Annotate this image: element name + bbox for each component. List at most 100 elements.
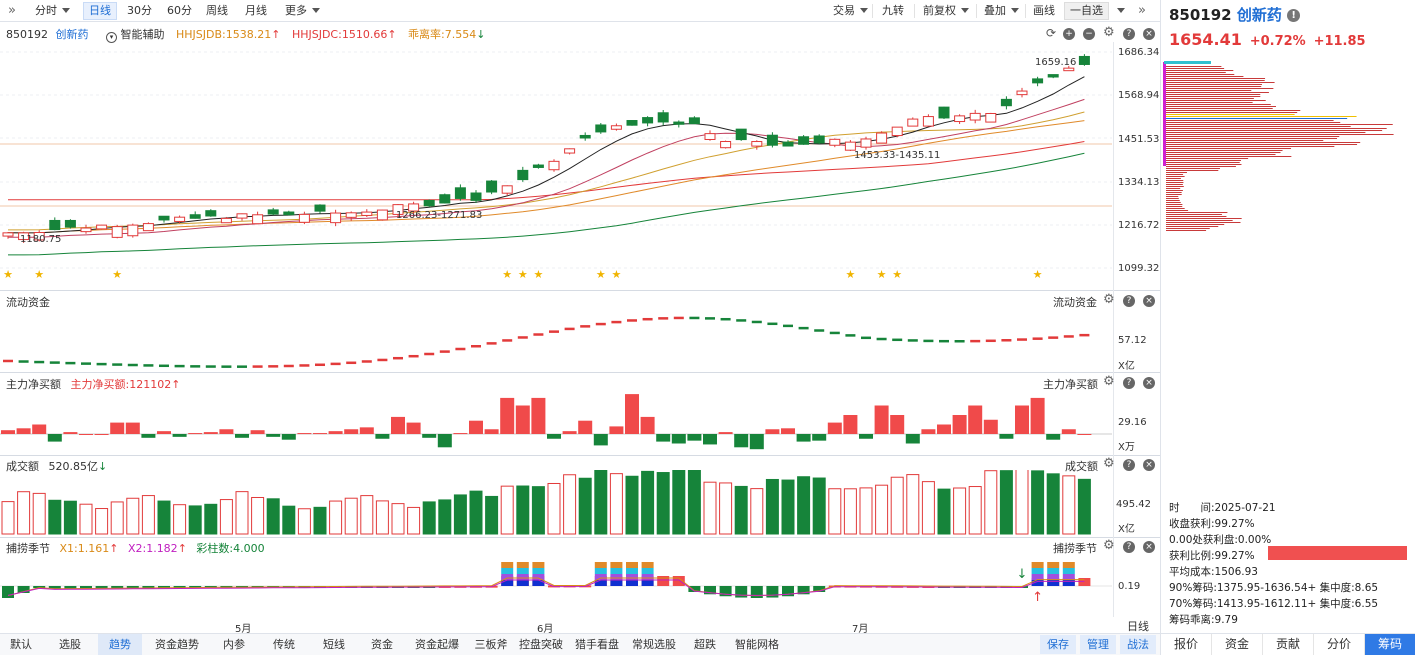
tab-fenshi[interactable]: 分时 [30,2,75,20]
strategy-tab[interactable]: 短线 [323,638,345,651]
strategy-tab[interactable]: 猎手看盘 [575,638,619,651]
watchlist-dropdown[interactable] [1114,2,1128,20]
volume-bar [313,506,327,535]
chip-bar [1166,206,1183,207]
season-chart[interactable]: ↓↑ [0,556,1112,618]
help-icon[interactable]: ? [1123,377,1135,389]
strategy-tab[interactable]: 资金趋势 [155,638,199,651]
close-icon[interactable]: × [1143,28,1155,40]
overlay-menu[interactable]: 叠加 [979,2,1024,20]
assist-toggle[interactable]: ▾ 智能辅助 [106,28,165,43]
side-tab[interactable]: 分价 [1314,634,1365,655]
tab-rixian[interactable]: 日线 [83,2,117,20]
tab-yuexian[interactable]: 月线 [245,4,267,17]
help-icon[interactable]: ? [1123,28,1135,40]
candle-body [642,117,654,124]
chip-bar [1166,116,1357,117]
help-icon[interactable]: ? [1123,295,1135,307]
jiuzhuan-button[interactable]: 九转 [882,4,904,17]
star-icon: ★ [533,268,543,281]
tab-60min[interactable]: 60分 [167,4,192,17]
collapse-icon[interactable]: » [8,3,16,18]
strategy-tab[interactable]: 资金起爆 [415,638,459,651]
expand-icon[interactable]: » [1138,3,1146,18]
profit-ratio-bar [1268,546,1407,560]
net-value-text: 主力净买额:121102 [70,378,172,391]
side-tab[interactable]: 资金 [1212,634,1263,655]
stock-name[interactable]: 创新药 [1236,6,1282,24]
strategy-tab[interactable]: 控盘突破 [519,638,563,651]
ind-hhjsjdb-value: HHJSJDB:1538.21 [176,28,272,41]
trade-menu[interactable]: 交易 [828,2,873,20]
flow-segment [455,347,466,351]
help-icon[interactable]: ? [1123,459,1135,471]
watchlist-button[interactable]: 一自选 [1064,2,1109,20]
season-bar [657,576,670,586]
strategy-tab[interactable]: 智能网格 [735,638,779,651]
chip-time: 时 间:2025-07-21 [1169,502,1276,514]
season-stack-orange [626,562,638,568]
strategy-tab[interactable]: 常规选股 [632,638,676,651]
candle-body [954,115,966,123]
close-icon[interactable]: × [1143,295,1155,307]
flow-segment [34,360,45,364]
chip-bar [1166,174,1184,175]
candle-body [283,211,295,216]
strategy-tab[interactable]: 传统 [273,638,295,651]
chip-90: 90%筹码:1375.95-1636.54+ 集中度:8.65 [1169,582,1379,594]
season-stack-blue [641,580,654,586]
action-button[interactable]: 管理 [1080,635,1116,654]
tab-30min[interactable]: 30分 [127,4,152,17]
strategy-tab[interactable]: 趋势 [98,634,142,655]
chip-bar [1166,226,1219,227]
side-tab[interactable]: 筹码 [1365,634,1415,655]
star-icon: ★ [596,268,606,281]
candle-body [657,112,669,123]
gear-icon[interactable]: ⚙ [1103,292,1115,307]
candle-body [782,141,794,147]
strategy-tab[interactable]: 默认 [10,638,32,651]
flow-segment [533,333,544,336]
draw-button[interactable]: 画线 [1033,4,1055,17]
gear-icon[interactable]: ⚙ [1103,374,1115,389]
kline-chart[interactable]: ★ ★ ★ ★ ★ ★ ★ ★ ★ ★ ★ ★ [0,42,1112,290]
side-tab[interactable]: 报价 [1161,634,1212,655]
daily-label[interactable]: 日线 [1127,620,1149,633]
stock-code-label: 850192 [6,28,48,41]
action-button[interactable]: 保存 [1040,635,1076,654]
volume-chart[interactable] [0,470,1112,536]
net-buy-chart[interactable] [0,390,1112,454]
trade-label: 交易 [833,4,855,17]
zoom-out-icon[interactable]: − [1083,28,1095,40]
gear-icon[interactable]: ⚙ [1103,25,1115,40]
strategy-tab[interactable]: 选股 [59,638,81,651]
close-icon[interactable]: × [1143,541,1155,553]
strategy-tab[interactable]: 三板斧 [474,638,508,651]
gear-icon[interactable]: ⚙ [1103,538,1115,553]
tab-more[interactable]: 更多 [280,2,325,20]
zoom-in-icon[interactable]: + [1063,28,1075,40]
season-stack-blue [516,580,529,586]
flow-chart[interactable] [0,300,1112,372]
chip-bar [1166,170,1219,171]
help-icon[interactable]: ? [1123,541,1135,553]
candle-body [751,141,763,147]
gear-icon[interactable]: ⚙ [1103,456,1115,471]
info-icon[interactable]: ! [1287,9,1301,22]
candle-body [595,124,607,133]
strategy-tab[interactable]: 超跌 [694,638,716,651]
action-button[interactable]: 战法 [1120,635,1156,654]
refresh-icon[interactable]: ⟳ [1046,26,1057,40]
strategy-tab[interactable]: 内参 [223,638,245,651]
side-tab[interactable]: 贡献 [1263,634,1314,655]
strategy-tab[interactable]: 资金 [371,638,393,651]
flow-segment [564,327,575,331]
close-icon[interactable]: × [1143,377,1155,389]
close-icon[interactable]: × [1143,459,1155,471]
tab-zhouxian[interactable]: 周线 [206,4,228,17]
ma-line-orange [7,120,1085,234]
chip-distribution-chart[interactable] [1161,56,1415,232]
adjust-menu[interactable]: 前复权 [918,2,974,20]
season-stack-orange [1031,562,1044,568]
volume-bar [1062,475,1076,535]
